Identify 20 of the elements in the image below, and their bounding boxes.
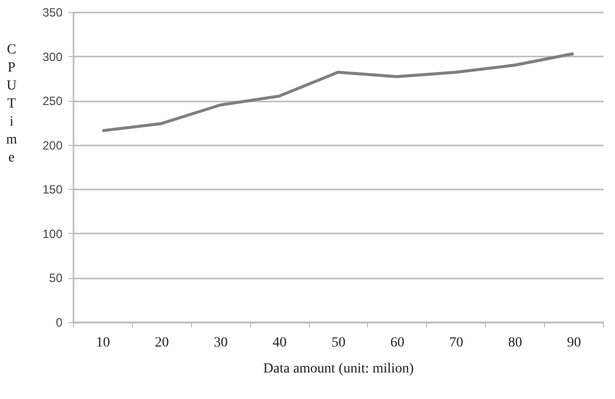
x-tick-label: 70	[449, 336, 464, 350]
x-tick-label: 50	[332, 336, 346, 350]
x-tick-label: 80	[508, 336, 522, 350]
x-tick-label: 20	[154, 336, 169, 350]
x-tick-label: 10	[96, 336, 110, 350]
y-tick-label: 300	[42, 50, 63, 64]
y-axis-title: CPU Time	[6, 42, 18, 166]
y-tick-label: 200	[42, 138, 63, 152]
y-tick-label: 150	[42, 182, 63, 197]
x-tick-label: 30	[214, 336, 228, 350]
y-tick-label: 50	[49, 271, 63, 286]
x-tick-label: 40	[272, 336, 287, 350]
y-tick-label: 250	[42, 94, 63, 108]
y-tick-label: 0	[56, 316, 63, 330]
y-tick-label: 100	[42, 226, 63, 241]
line-series	[100, 52, 576, 132]
x-tick-label: 90	[567, 336, 582, 350]
x-axis-title: Data amount (unit: milion)	[263, 362, 414, 376]
x-tick-label: 60	[390, 336, 404, 350]
y-tick-label: 350	[42, 6, 63, 20]
